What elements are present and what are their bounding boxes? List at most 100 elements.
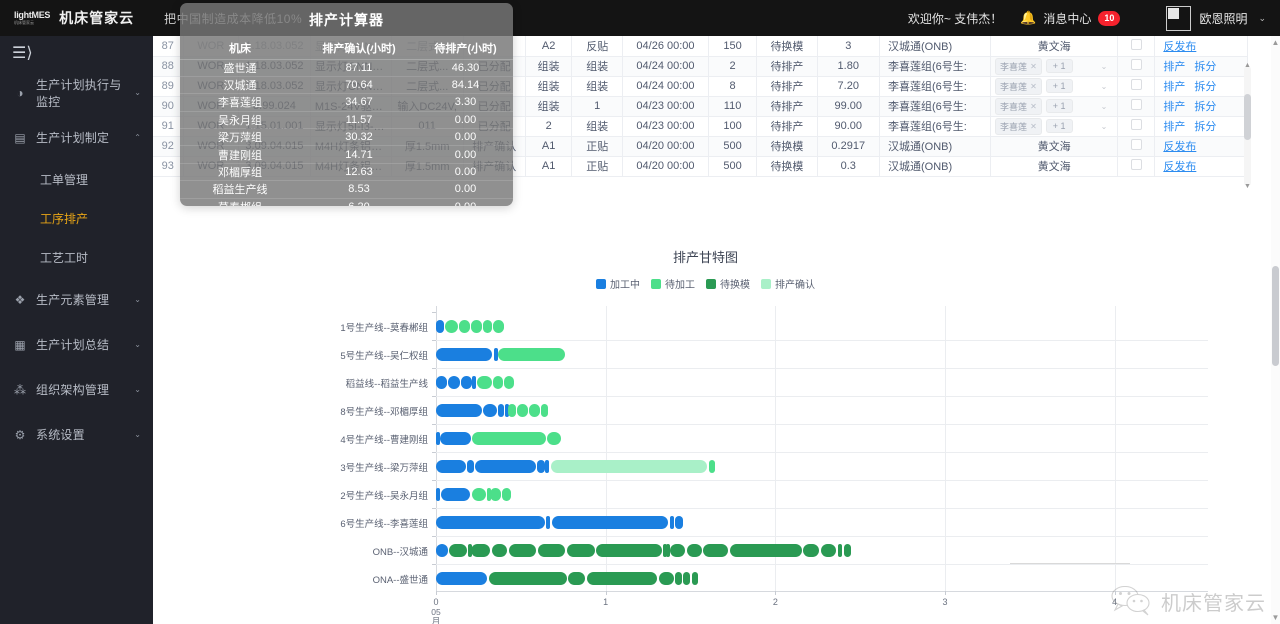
gantt-bar-segment[interactable] xyxy=(491,543,508,557)
gantt-bar-segment[interactable] xyxy=(497,403,504,417)
row-checkbox[interactable] xyxy=(1130,159,1142,170)
gantt-bar-segment[interactable] xyxy=(551,515,669,529)
gantt-bar-segment[interactable] xyxy=(482,319,492,333)
gantt-bar-segment[interactable] xyxy=(490,487,501,501)
gantt-bar-segment[interactable] xyxy=(537,543,565,557)
gantt-bar-segment[interactable] xyxy=(675,515,683,529)
gantt-bar-segment[interactable] xyxy=(436,459,466,473)
gantt-bar-segment[interactable] xyxy=(670,543,686,557)
page-scroll-down-icon[interactable]: ▼ xyxy=(1271,613,1280,622)
sidebar-subitem-process-hours[interactable]: 工艺工时 xyxy=(40,251,89,265)
gantt-bar-segment[interactable] xyxy=(445,319,459,333)
gantt-bar-segment[interactable] xyxy=(497,347,565,361)
sidebar-item-elements-mgmt[interactable]: ❖ 生产元素管理 ⌄ xyxy=(0,277,153,322)
action-link-unpublish[interactable]: 反发布 xyxy=(1163,40,1197,53)
action-link-schedule[interactable]: 排产 xyxy=(1163,61,1186,73)
action-link-schedule[interactable]: 排产 xyxy=(1163,101,1186,113)
gantt-bar-segment[interactable] xyxy=(436,543,448,557)
legend-item[interactable]: 待加工 xyxy=(651,276,695,291)
row-checkbox-cell[interactable] xyxy=(1117,36,1156,57)
row-checkbox-cell[interactable] xyxy=(1117,76,1156,97)
action-link-split[interactable]: 拆分 xyxy=(1194,81,1217,93)
gantt-bar-segment[interactable] xyxy=(471,487,486,501)
page-scroll-up-icon[interactable]: ▲ xyxy=(1271,38,1280,47)
chevron-down-icon[interactable]: ⌄ xyxy=(1100,61,1108,71)
chevron-down-icon[interactable]: ⌄ xyxy=(1100,81,1108,91)
assignee-tag-select[interactable]: 李喜莲 ✕ + 1 ⌄ xyxy=(995,57,1113,75)
assignee-tag-select[interactable]: 李喜莲 ✕ + 1 ⌄ xyxy=(995,117,1113,135)
row-checkbox[interactable] xyxy=(1130,99,1142,110)
row-checkbox-cell[interactable] xyxy=(1117,56,1156,77)
action-link-schedule[interactable]: 排产 xyxy=(1163,81,1186,93)
assignee-cell[interactable]: 李喜莲 ✕ + 1 ⌄ xyxy=(990,56,1119,77)
gantt-bar-segment[interactable] xyxy=(837,543,842,557)
row-checkbox[interactable] xyxy=(1130,79,1142,90)
gantt-bar-segment[interactable] xyxy=(504,403,509,417)
action-link-split[interactable]: 拆分 xyxy=(1194,61,1217,73)
action-link-split[interactable]: 拆分 xyxy=(1194,121,1217,133)
gantt-bar-segment[interactable] xyxy=(436,375,448,389)
gantt-bar-segment[interactable] xyxy=(587,571,657,585)
gantt-bar-segment[interactable] xyxy=(472,431,547,445)
assignee-tag[interactable]: 李喜莲 ✕ xyxy=(995,97,1042,115)
sidebar-item-system-settings[interactable]: ⚙ 系统设置 ⌄ xyxy=(0,412,153,457)
gantt-bar-segment[interactable] xyxy=(458,319,470,333)
gantt-bar-segment[interactable] xyxy=(729,543,802,557)
gantt-bar-segment[interactable] xyxy=(440,431,471,445)
table-scrollbar[interactable]: ▲ ▼ xyxy=(1244,62,1251,188)
bell-icon[interactable]: 🔔 xyxy=(1020,10,1037,25)
assignee-cell[interactable]: 李喜莲 ✕ + 1 ⌄ xyxy=(990,96,1119,117)
action-link-schedule[interactable]: 排产 xyxy=(1163,121,1186,133)
gantt-bar-segment[interactable] xyxy=(447,375,460,389)
row-checkbox-cell[interactable] xyxy=(1117,116,1156,137)
sidebar-item-execution-monitor[interactable]: ◑ 生产计划执行与监控 ⌄ xyxy=(0,70,153,115)
sidebar-item-plan-creation[interactable]: ▤ 生产计划制定 ⌃ xyxy=(0,115,153,160)
gantt-bar-segment[interactable] xyxy=(566,543,595,557)
chevron-down-icon[interactable]: ⌄ xyxy=(1100,101,1108,111)
table-scrollbar-thumb[interactable] xyxy=(1244,94,1251,140)
chevron-down-icon[interactable]: ⌄ xyxy=(1100,121,1108,131)
gantt-bar-segment[interactable] xyxy=(536,459,545,473)
close-icon[interactable]: ✕ xyxy=(1030,61,1037,71)
assignee-tag-select[interactable]: 李喜莲 ✕ + 1 ⌄ xyxy=(995,97,1113,115)
gantt-bar-segment[interactable] xyxy=(436,347,492,361)
legend-item[interactable]: 待换模 xyxy=(706,276,750,291)
assignee-cell[interactable]: 李喜莲 ✕ + 1 ⌄ xyxy=(990,116,1119,137)
gantt-bar-segment[interactable] xyxy=(687,543,702,557)
gantt-bar-segment[interactable] xyxy=(467,543,472,557)
gantt-bar-segment[interactable] xyxy=(436,571,487,585)
gantt-bar-segment[interactable] xyxy=(529,403,541,417)
gantt-bar-segment[interactable] xyxy=(449,543,467,557)
gantt-bar-segment[interactable] xyxy=(493,347,498,361)
gantt-bar-segment[interactable] xyxy=(436,487,440,501)
brand-logo[interactable]: lightMES 机床管家云 机床管家云 xyxy=(0,8,134,28)
sidebar-collapse-icon[interactable]: ☰⟩ xyxy=(12,45,33,62)
message-center-link[interactable]: 消息中心 xyxy=(1043,11,1092,26)
gantt-bar-segment[interactable] xyxy=(508,403,516,417)
gantt-bar-segment[interactable] xyxy=(436,431,440,445)
gantt-bar-segment[interactable] xyxy=(803,543,820,557)
close-icon[interactable]: ✕ xyxy=(1030,121,1037,131)
gantt-bar-segment[interactable] xyxy=(466,459,475,473)
gantt-bar-segment[interactable] xyxy=(709,459,716,473)
row-checkbox[interactable] xyxy=(1130,139,1142,150)
sidebar-subitem-process-scheduling[interactable]: 工序排产 xyxy=(40,212,89,226)
gantt-bar-segment[interactable] xyxy=(703,543,728,557)
gantt-bar-segment[interactable] xyxy=(662,543,667,557)
gantt-bar-segment[interactable] xyxy=(436,515,545,529)
action-link-unpublish[interactable]: 反发布 xyxy=(1163,161,1197,173)
gantt-bar-segment[interactable] xyxy=(460,375,472,389)
gantt-bar-segment[interactable] xyxy=(436,403,482,417)
gantt-bar-segment[interactable] xyxy=(492,319,504,333)
gantt-bar-segment[interactable] xyxy=(683,571,691,585)
sidebar-item-plan-summary[interactable]: ▦ 生产计划总结 ⌄ xyxy=(0,322,153,367)
gantt-bar-segment[interactable] xyxy=(669,515,674,529)
gantt-bar-segment[interactable] xyxy=(502,487,511,501)
gantt-bar-segment[interactable] xyxy=(545,515,550,529)
row-checkbox-cell[interactable] xyxy=(1117,136,1156,157)
gantt-bar-segment[interactable] xyxy=(675,571,683,585)
gantt-bar-segment[interactable] xyxy=(470,319,482,333)
legend-item[interactable]: 排产确认 xyxy=(761,276,815,291)
scroll-down-icon[interactable]: ▼ xyxy=(1244,183,1251,188)
gantt-bar-segment[interactable] xyxy=(545,459,550,473)
